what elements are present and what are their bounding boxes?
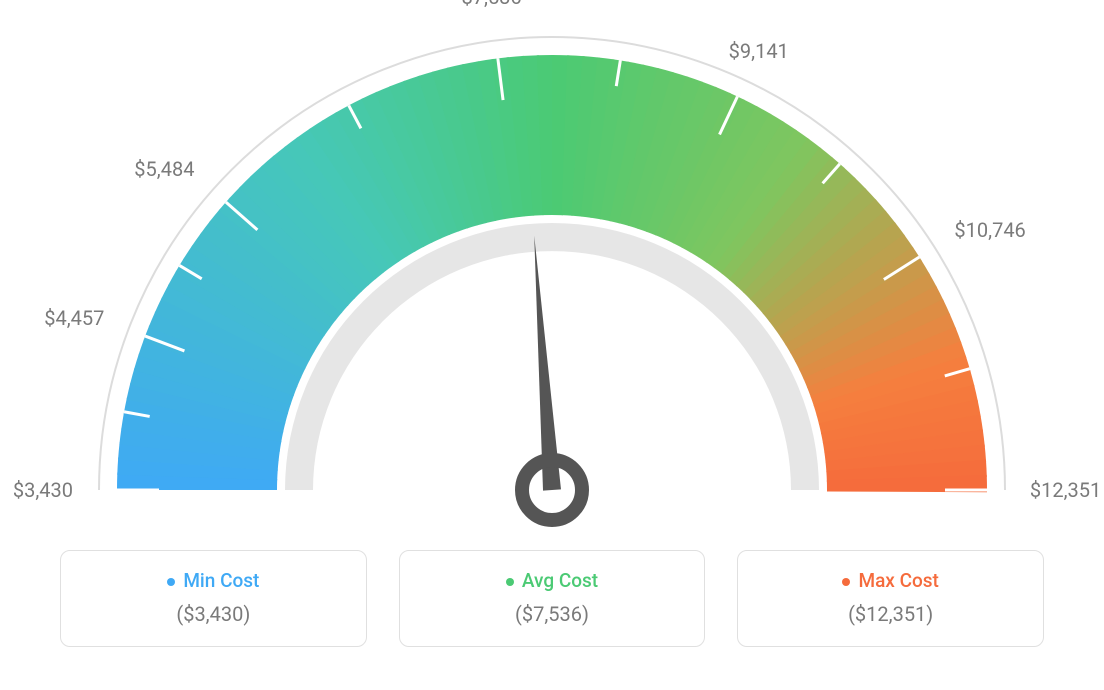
min-cost-card: Min Cost ($3,430) [60,550,367,647]
gauge-tick-label: $3,430 [13,478,73,502]
min-dot-icon [167,578,175,586]
gauge-chart: $3,430 $4,457 $5,484 $7,536 $9,141 $10,746 $12… [0,0,1104,540]
avg-cost-card: Avg Cost ($7,536) [399,550,706,647]
avg-dot-icon [506,578,514,586]
max-cost-card: Max Cost ($12,351) [737,550,1044,647]
summary-cards: Min Cost ($3,430) Avg Cost ($7,536) Max … [0,550,1104,647]
gauge-tick-label: $12,351 [1030,478,1101,502]
avg-cost-title: Avg Cost [424,569,681,592]
min-cost-title: Min Cost [85,569,342,592]
gauge-tick-label: $5,484 [134,157,194,181]
gauge-tick-label: $9,141 [729,39,789,63]
gauge-tick-label: $7,536 [462,0,522,9]
min-cost-value: ($3,430) [85,602,342,626]
max-dot-icon [842,578,850,586]
gauge-tick-label: $10,746 [954,218,1025,242]
max-cost-title-text: Max Cost [858,569,938,592]
max-cost-value: ($12,351) [762,602,1019,626]
avg-cost-title-text: Avg Cost [522,569,598,592]
gauge-tick-label: $4,457 [44,306,104,330]
gauge-svg [0,0,1104,540]
max-cost-title: Max Cost [762,569,1019,592]
min-cost-title-text: Min Cost [183,569,259,592]
avg-cost-value: ($7,536) [424,602,681,626]
